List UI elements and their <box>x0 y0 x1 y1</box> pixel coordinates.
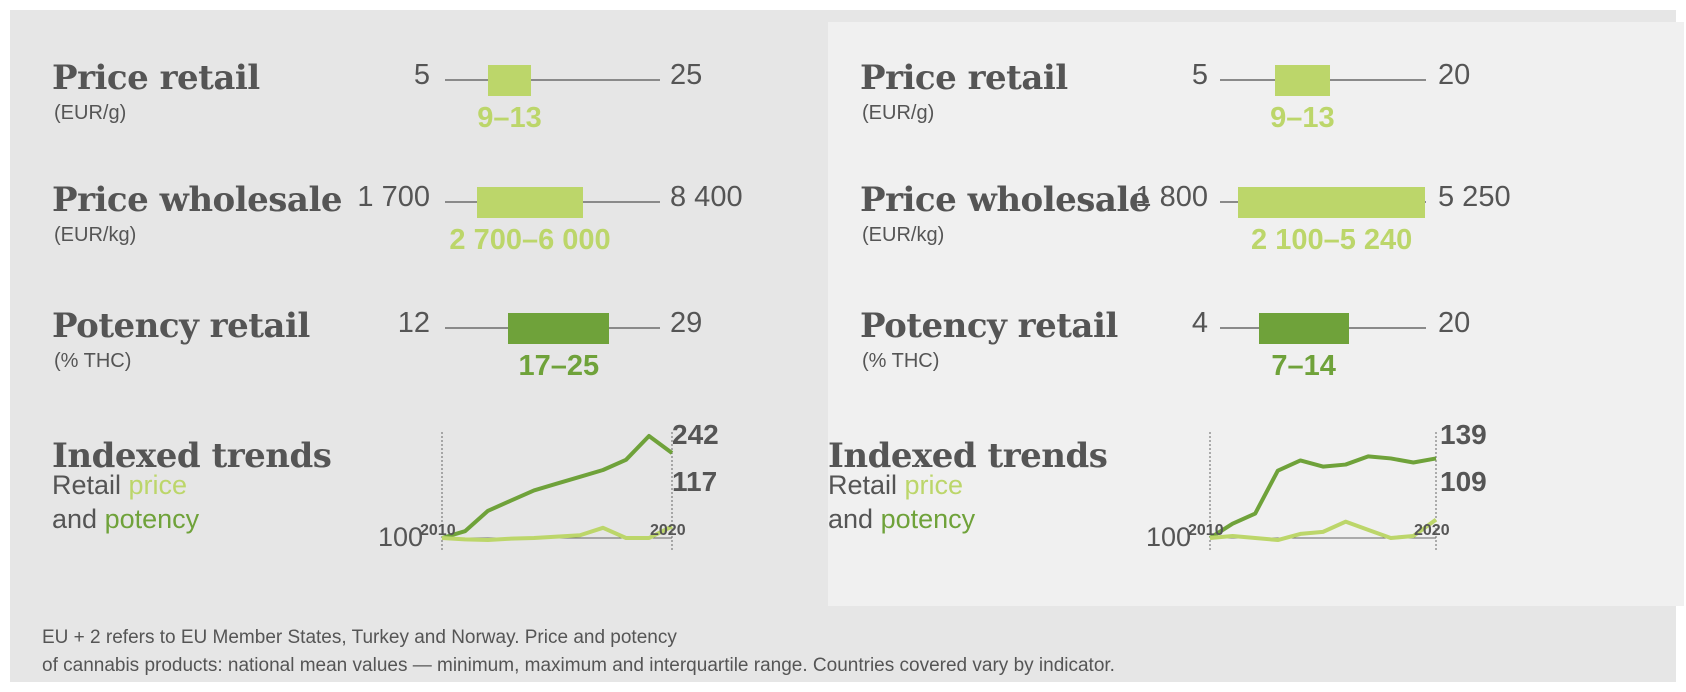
subtitle-potency-word: potency <box>104 504 200 534</box>
baseline-value-label: 100 <box>378 522 424 552</box>
trend-title: Indexed trends <box>52 436 332 476</box>
min-value-label: 4 <box>1191 307 1208 339</box>
min-value-label: 1 700 <box>357 181 430 213</box>
min-value-label: 1 800 <box>1135 181 1208 213</box>
max-value-label: 29 <box>670 307 703 339</box>
trend-chart <box>1208 432 1438 552</box>
x-tick-label: 2020 <box>1414 522 1450 539</box>
footnote: EU + 2 refers to EU Member States, Turke… <box>42 624 1115 680</box>
iqr-box <box>508 313 610 344</box>
row-unit: (% THC) <box>54 350 132 372</box>
x-tick-label: 2020 <box>650 522 686 539</box>
iqr-range-label: 2 100–5 240 <box>1251 224 1413 256</box>
min-value-label: 5 <box>413 59 430 91</box>
min-value-label: 12 <box>397 307 430 339</box>
x-tick-label: 2010 <box>420 522 456 539</box>
iqr-range-label: 9–13 <box>477 102 542 134</box>
subtitle-text: and <box>828 504 881 534</box>
iqr-box <box>1237 187 1426 218</box>
end-value-label: 117 <box>672 466 718 497</box>
iqr-box <box>1274 65 1330 96</box>
subtitle-price-word: price <box>128 470 188 500</box>
row-unit: (EUR/g) <box>54 102 127 124</box>
price-series-line <box>1209 518 1438 543</box>
row-title: Potency retail <box>860 306 1118 346</box>
panel-left: Price retail (EUR/g) 5 25 9–13 Price wholesal… <box>20 22 828 606</box>
row-title: Price retail <box>860 58 1068 98</box>
subtitle-text: Retail <box>52 470 129 500</box>
min-value-label: 5 <box>1191 59 1208 91</box>
trend-subtitle-line-2: and potency <box>52 504 199 535</box>
whisker-line <box>445 79 660 81</box>
row-title: Potency retail <box>52 306 310 346</box>
trend-subtitle-line-1: Retail price <box>828 470 963 501</box>
max-value-label: 20 <box>1438 307 1471 339</box>
iqr-range-label: 2 700–6 000 <box>449 224 611 256</box>
max-value-label: 8 400 <box>670 181 743 213</box>
baseline-value-label: 100 <box>1146 522 1192 552</box>
max-value-label: 5 250 <box>1438 181 1511 213</box>
max-value-label: 20 <box>1438 59 1471 91</box>
subtitle-text: Retail <box>828 470 905 500</box>
footnote-line-1: EU + 2 refers to EU Member States, Turke… <box>42 627 677 648</box>
indicator-row: Price wholesale (EUR/kg) 1 800 5 250 2 100–5… <box>828 158 1684 268</box>
end-value-label: 109 <box>1440 466 1487 497</box>
x-tick-label: 2010 <box>1188 522 1224 539</box>
iqr-range-label: 7–14 <box>1271 350 1336 382</box>
price-series-line <box>441 524 673 543</box>
iqr-box <box>488 65 531 96</box>
indicator-row: Price retail (EUR/g) 5 20 9–13 <box>828 36 1684 146</box>
row-unit: (EUR/kg) <box>54 224 137 246</box>
panel-right: Price retail (EUR/g) 5 20 9–13 Price wholesal… <box>828 22 1684 606</box>
potency-series-line <box>1208 454 1437 540</box>
iqr-range-label: 9–13 <box>1270 102 1335 134</box>
iqr-box <box>477 187 583 218</box>
indicator-row: Potency retail (% THC) 12 29 17–25 <box>20 284 828 394</box>
row-title: Price retail <box>52 58 260 98</box>
trend-chart <box>441 432 674 552</box>
row-title: Price wholesale <box>860 180 1151 220</box>
end-value-label: 242 <box>672 419 719 450</box>
row-unit: (% THC) <box>862 350 940 372</box>
trend-title: Indexed trends <box>828 436 1108 476</box>
subtitle-text: and <box>52 504 105 534</box>
subtitle-price-word: price <box>904 470 964 500</box>
end-value-label: 139 <box>1440 419 1487 450</box>
trend-subtitle-line-1: Retail price <box>52 470 187 501</box>
max-value-label: 25 <box>670 59 703 91</box>
trend-subtitle-line-2: and potency <box>828 504 975 535</box>
potency-series-line <box>441 434 674 540</box>
iqr-range-label: 17–25 <box>518 350 600 382</box>
row-title: Price wholesale <box>52 180 343 220</box>
subtitle-potency-word: potency <box>880 504 976 534</box>
indicator-row: Price retail (EUR/g) 5 25 9–13 <box>20 36 828 146</box>
indicator-row: Potency retail (% THC) 4 20 7–14 <box>828 284 1684 394</box>
iqr-box <box>1258 313 1349 344</box>
indicator-row: Price wholesale (EUR/kg) 1 700 8 400 2 700–6… <box>20 158 828 268</box>
row-unit: (EUR/g) <box>862 102 935 124</box>
infographic-frame: Price retail (EUR/g) 5 25 9–13 Price wholesal… <box>10 10 1684 682</box>
footnote-line-2: of cannabis products: national mean valu… <box>42 655 1115 676</box>
row-unit: (EUR/kg) <box>862 224 945 246</box>
